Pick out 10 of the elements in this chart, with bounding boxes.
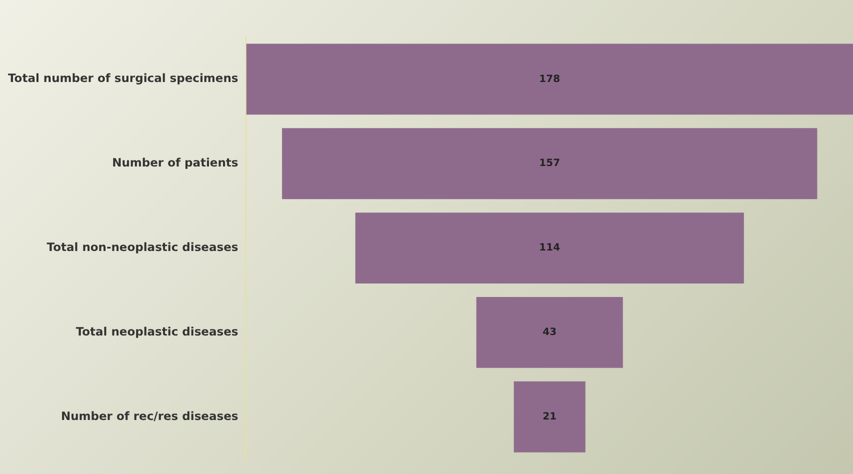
data-label: 43 [542,327,557,338]
category-label: Total neoplastic diseases [76,324,238,338]
category-label: Total number of surgical specimens [8,71,238,86]
data-label: 114 [539,242,560,254]
data-label: 157 [539,158,560,170]
data-label: 21 [542,411,557,422]
data-label: 178 [539,74,560,85]
category-label: Number of rec/res diseases [60,408,238,423]
category-label: Number of patients [112,156,238,170]
category-label: Total non-neoplastic diseases [46,240,238,254]
